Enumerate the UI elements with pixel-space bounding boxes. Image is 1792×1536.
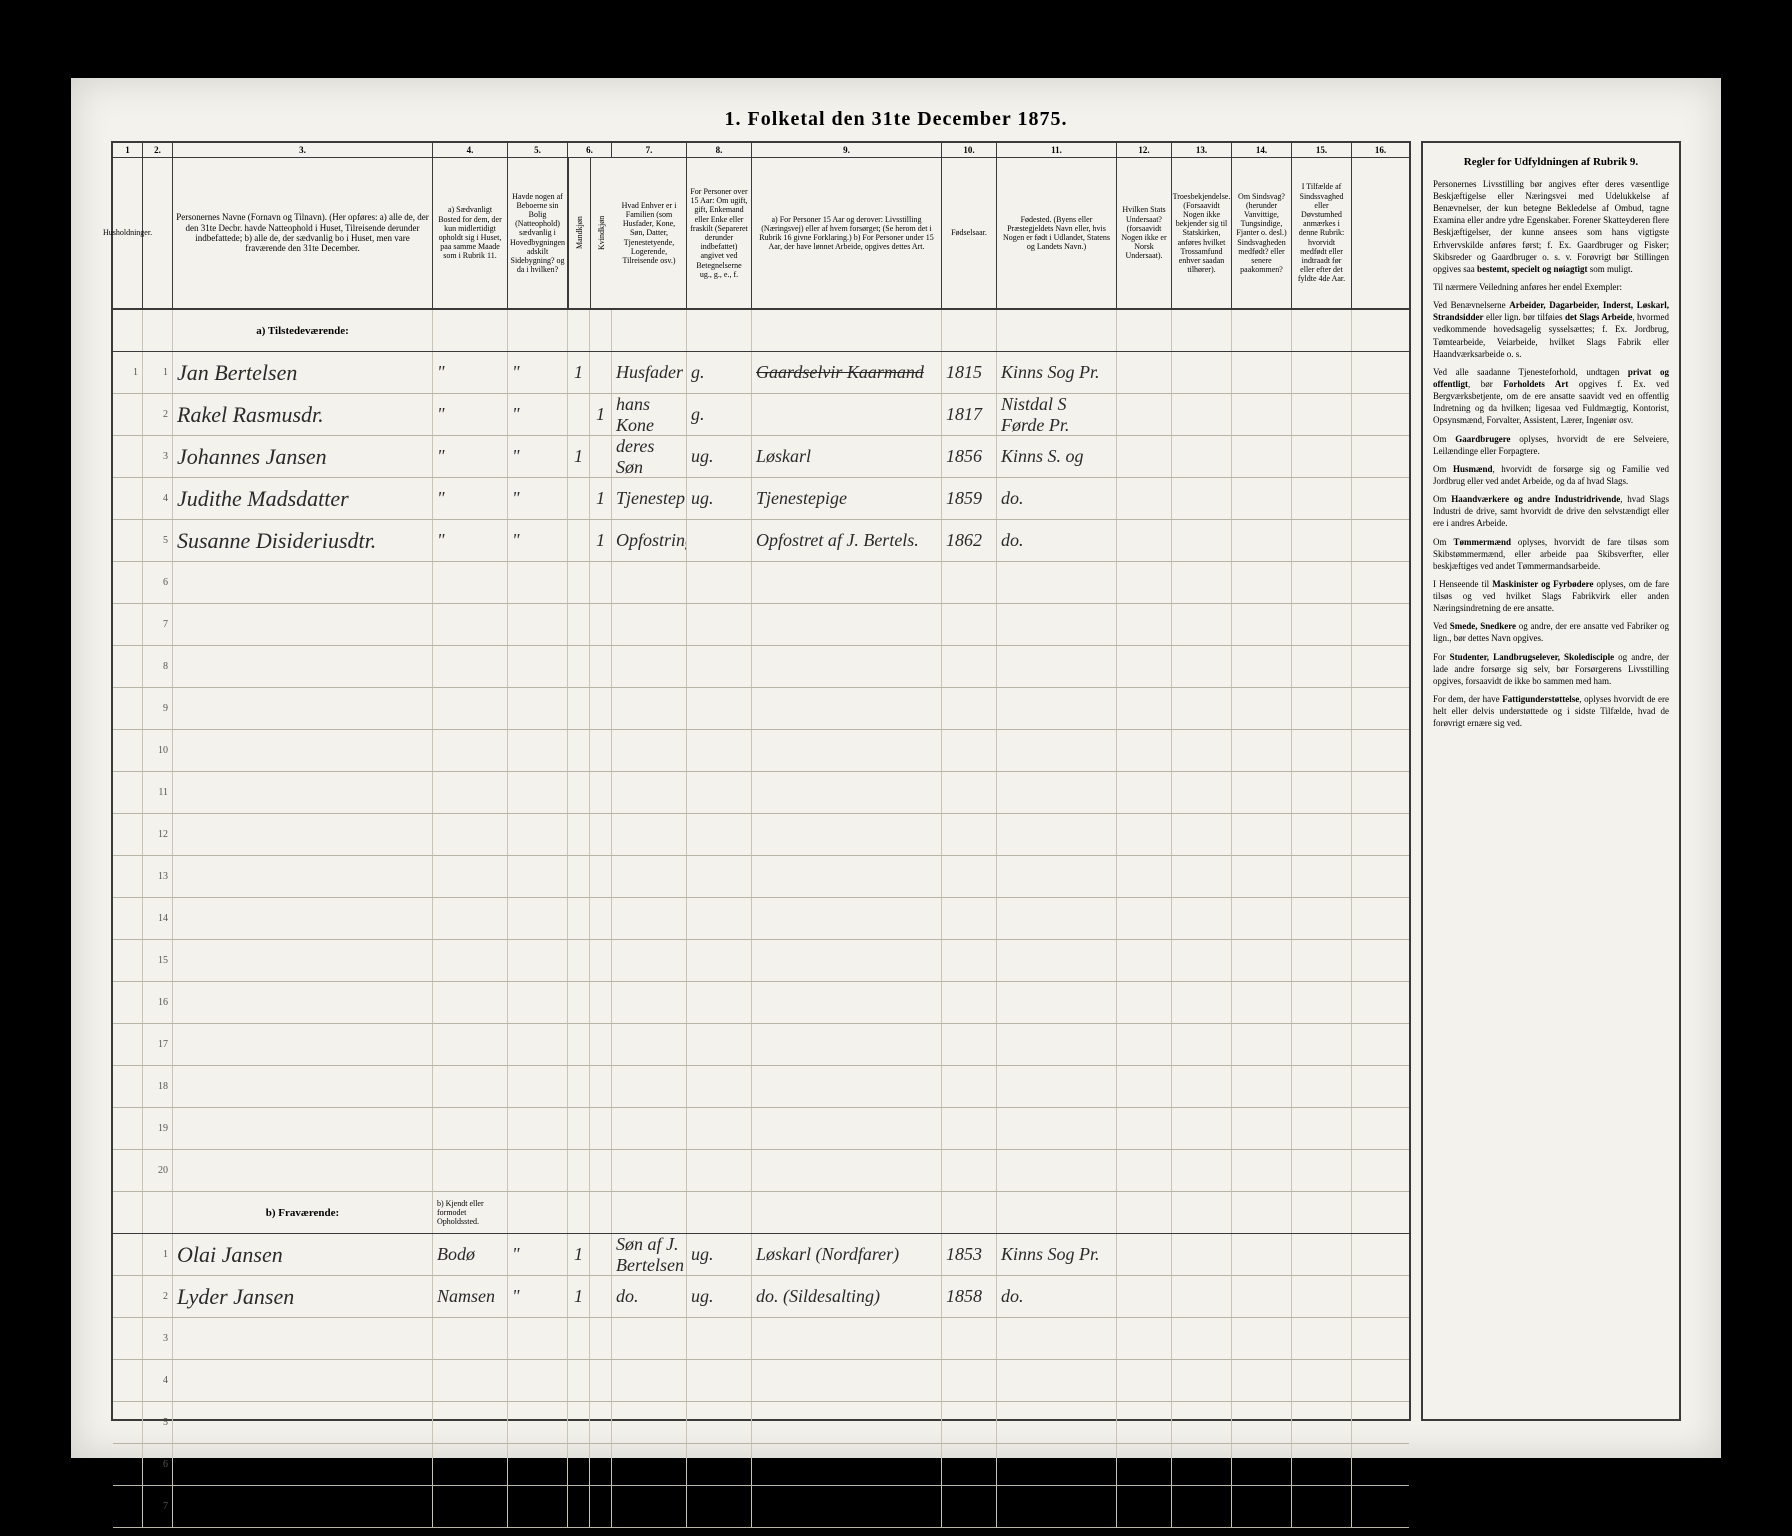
table-row: 8 <box>113 646 1409 688</box>
person-name: Susanne Disideriusdtr. <box>173 520 433 561</box>
column-numbers: 1 2. 3. 4. 5. 6. 7. 8. 9. 10. 11. 12. 13… <box>113 143 1409 158</box>
table-row: 2Rakel Rasmusdr.""1hans Koneg.1817Nistda… <box>113 394 1409 436</box>
person-name: Olai Jansen <box>173 1234 433 1275</box>
table-row: 15 <box>113 940 1409 982</box>
table-row: 1Olai JansenBodø"1Søn af J. Bertelsenug.… <box>113 1234 1409 1276</box>
table-row: 11Jan Bertelsen""1Husfaderg.Gaardselvir … <box>113 352 1409 394</box>
table-row: 5 <box>113 1402 1409 1444</box>
table-row: 4 <box>113 1360 1409 1402</box>
rules-paragraph: Ved Smede, Snedkere og andre, der ere an… <box>1433 620 1669 644</box>
rules-paragraph: I Henseende til Maskinister og Fyrbødere… <box>1433 578 1669 614</box>
table-row: 3Johannes Jansen""1deres Sønug.Løskarl18… <box>113 436 1409 478</box>
table-row: 6 <box>113 562 1409 604</box>
rules-paragraph: For dem, der have Fattigunderstøttelse, … <box>1433 693 1669 729</box>
rules-paragraph: Ved Benævnelserne Arbeider, Dagarbeider,… <box>1433 299 1669 360</box>
rules-title: Regler for Udfyldningen af Rubrik 9. <box>1433 155 1669 170</box>
person-name: Judithe Madsdatter <box>173 478 433 519</box>
section-row: a) Tilstedeværende: <box>113 310 1409 352</box>
table-row: 7 <box>113 1486 1409 1528</box>
column-headers: Husholdninger. Personernes Navne (Fornav… <box>113 158 1409 310</box>
rules-paragraph: Om Tømmermænd oplyses, hvorvidt de fare … <box>1433 536 1669 572</box>
rules-paragraph: Til nærmere Veiledning anføres her endel… <box>1433 281 1669 293</box>
rules-panel: Regler for Udfyldningen af Rubrik 9. Per… <box>1421 141 1681 1421</box>
table-row: 18 <box>113 1066 1409 1108</box>
section-row: b) Fraværende:b) Kjendt eller formodet O… <box>113 1192 1409 1234</box>
table-body: a) Tilstedeværende:11Jan Bertelsen""1Hus… <box>113 310 1409 1528</box>
rules-paragraph: Ved alle saadanne Tjenesteforhold, undta… <box>1433 366 1669 427</box>
table-row: 12 <box>113 814 1409 856</box>
rules-paragraph: Om Haandværkere og andre Industridrivend… <box>1433 493 1669 529</box>
table-row: 16 <box>113 982 1409 1024</box>
table-row: 2Lyder JansenNamsen"1do.ug.do. (Sildesal… <box>113 1276 1409 1318</box>
person-name: Lyder Jansen <box>173 1276 433 1317</box>
rules-paragraph: Personernes Livsstilling bør angives eft… <box>1433 178 1669 275</box>
table-row: 14 <box>113 898 1409 940</box>
census-page: 1. Folketal den 31te December 1875. 1 2.… <box>71 78 1721 1458</box>
table-row: 6 <box>113 1444 1409 1486</box>
table-row: 19 <box>113 1108 1409 1150</box>
rules-paragraph: Om Husmænd, hvorvidt de forsørge sig og … <box>1433 463 1669 487</box>
table-row: 20 <box>113 1150 1409 1192</box>
table-row: 5Susanne Disideriusdtr.""1Opfostringsbar… <box>113 520 1409 562</box>
rules-paragraph: Om Gaardbrugere oplyses, hvorvidt de ere… <box>1433 433 1669 457</box>
table-row: 11 <box>113 772 1409 814</box>
table-row: 13 <box>113 856 1409 898</box>
person-name: Jan Bertelsen <box>173 352 433 393</box>
table-row: 17 <box>113 1024 1409 1066</box>
rules-paragraph: For Studenter, Landbrugselever, Skoledis… <box>1433 651 1669 687</box>
person-name: Johannes Jansen <box>173 436 433 477</box>
person-name: Rakel Rasmusdr. <box>173 394 433 435</box>
section-label: a) Tilstedeværende: <box>173 310 433 351</box>
table-row: 3 <box>113 1318 1409 1360</box>
section-label: b) Fraværende: <box>173 1192 433 1233</box>
sheet: 1 2. 3. 4. 5. 6. 7. 8. 9. 10. 11. 12. 13… <box>111 141 1681 1421</box>
table-row: 4Judithe Madsdatter""1Tjenestepigeug.Tje… <box>113 478 1409 520</box>
table-row: 10 <box>113 730 1409 772</box>
main-table: 1 2. 3. 4. 5. 6. 7. 8. 9. 10. 11. 12. 13… <box>111 141 1411 1421</box>
table-row: 7 <box>113 604 1409 646</box>
page-title: 1. Folketal den 31te December 1875. <box>111 108 1681 131</box>
table-row: 9 <box>113 688 1409 730</box>
